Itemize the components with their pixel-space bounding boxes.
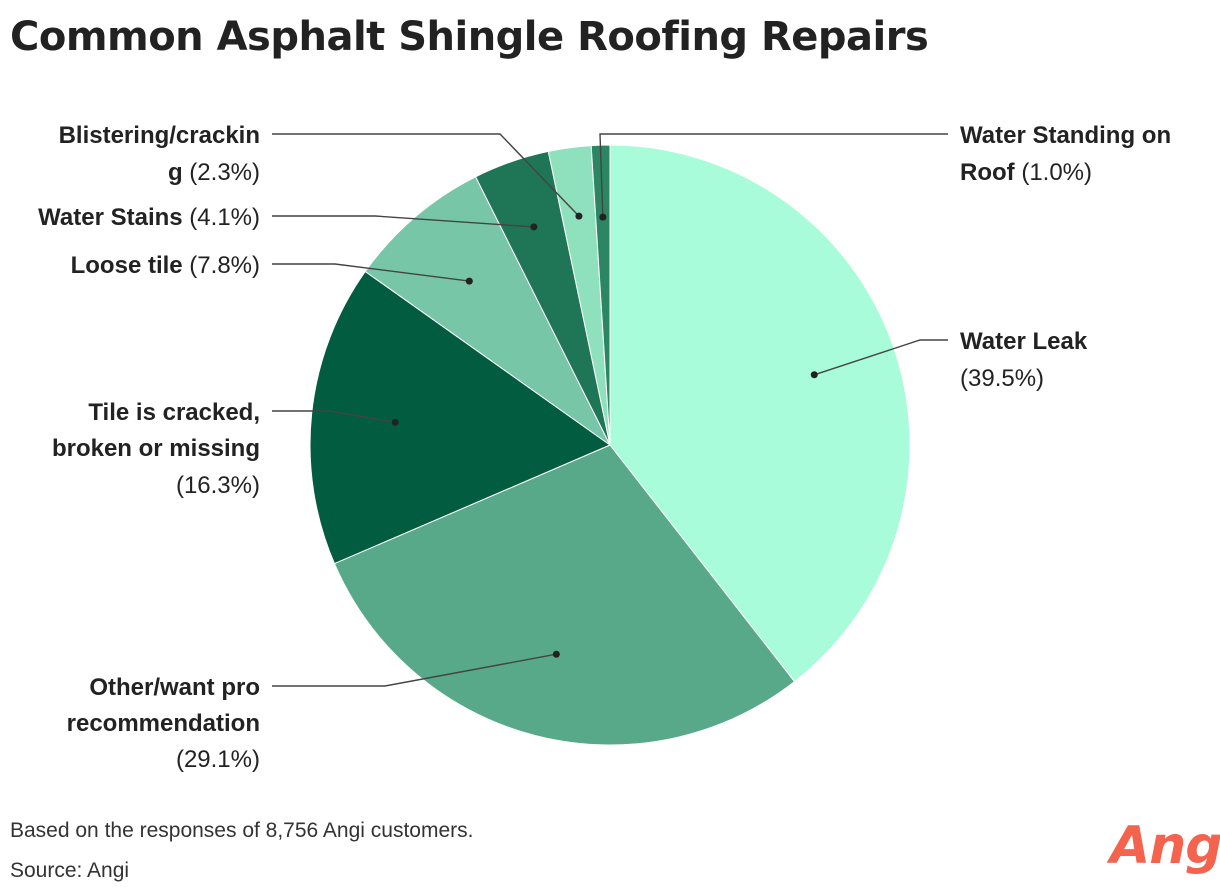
leader-tile-is-cracked-broken-or-missing (272, 410, 399, 426)
leader-other-want-pro-recommendation (272, 650, 560, 687)
leader-blistering-cracking (272, 133, 583, 220)
pie-slice-other-want-pro-recommendation (333, 444, 796, 746)
leader-water-stains (272, 215, 538, 231)
slice-label-water-leak: Water Leak (39.5%) (960, 328, 1088, 392)
leader-water-leak (810, 339, 948, 379)
chart-title: Common Asphalt Shingle Roofing Repairs (10, 14, 929, 60)
angi-logo: Angi (1110, 816, 1220, 876)
leader-water-standing-on-roof (599, 133, 948, 221)
slice-label-loose-tile: Loose tile (7.8%) (71, 252, 260, 279)
slice-label-blistering-cracking: Blistering/crackin g (2.3%) (59, 122, 260, 186)
footnote-respondents: Based on the responses of 8,756 Angi cus… (10, 819, 474, 842)
slice-label-water-stains: Water Stains (4.1%) (38, 204, 260, 231)
pie-slice-loose-tile (364, 176, 611, 446)
slice-label-water-standing-on-roof: Water Standing on Roof (1.0%) (960, 122, 1171, 186)
slice-label-other-want-pro-recommendation: Other/want pro recommendation (29.1%) (67, 674, 260, 773)
pie-slice-water-leak (609, 144, 911, 683)
pie-slice-tile-is-cracked-broken-or-missing (309, 270, 612, 565)
slice-label-tile-is-cracked-broken-or-missing: Tile is cracked, broken or missing (16.3%) (52, 399, 260, 499)
source-note: Source: Angi (10, 859, 130, 882)
leader-loose-tile (272, 263, 473, 285)
